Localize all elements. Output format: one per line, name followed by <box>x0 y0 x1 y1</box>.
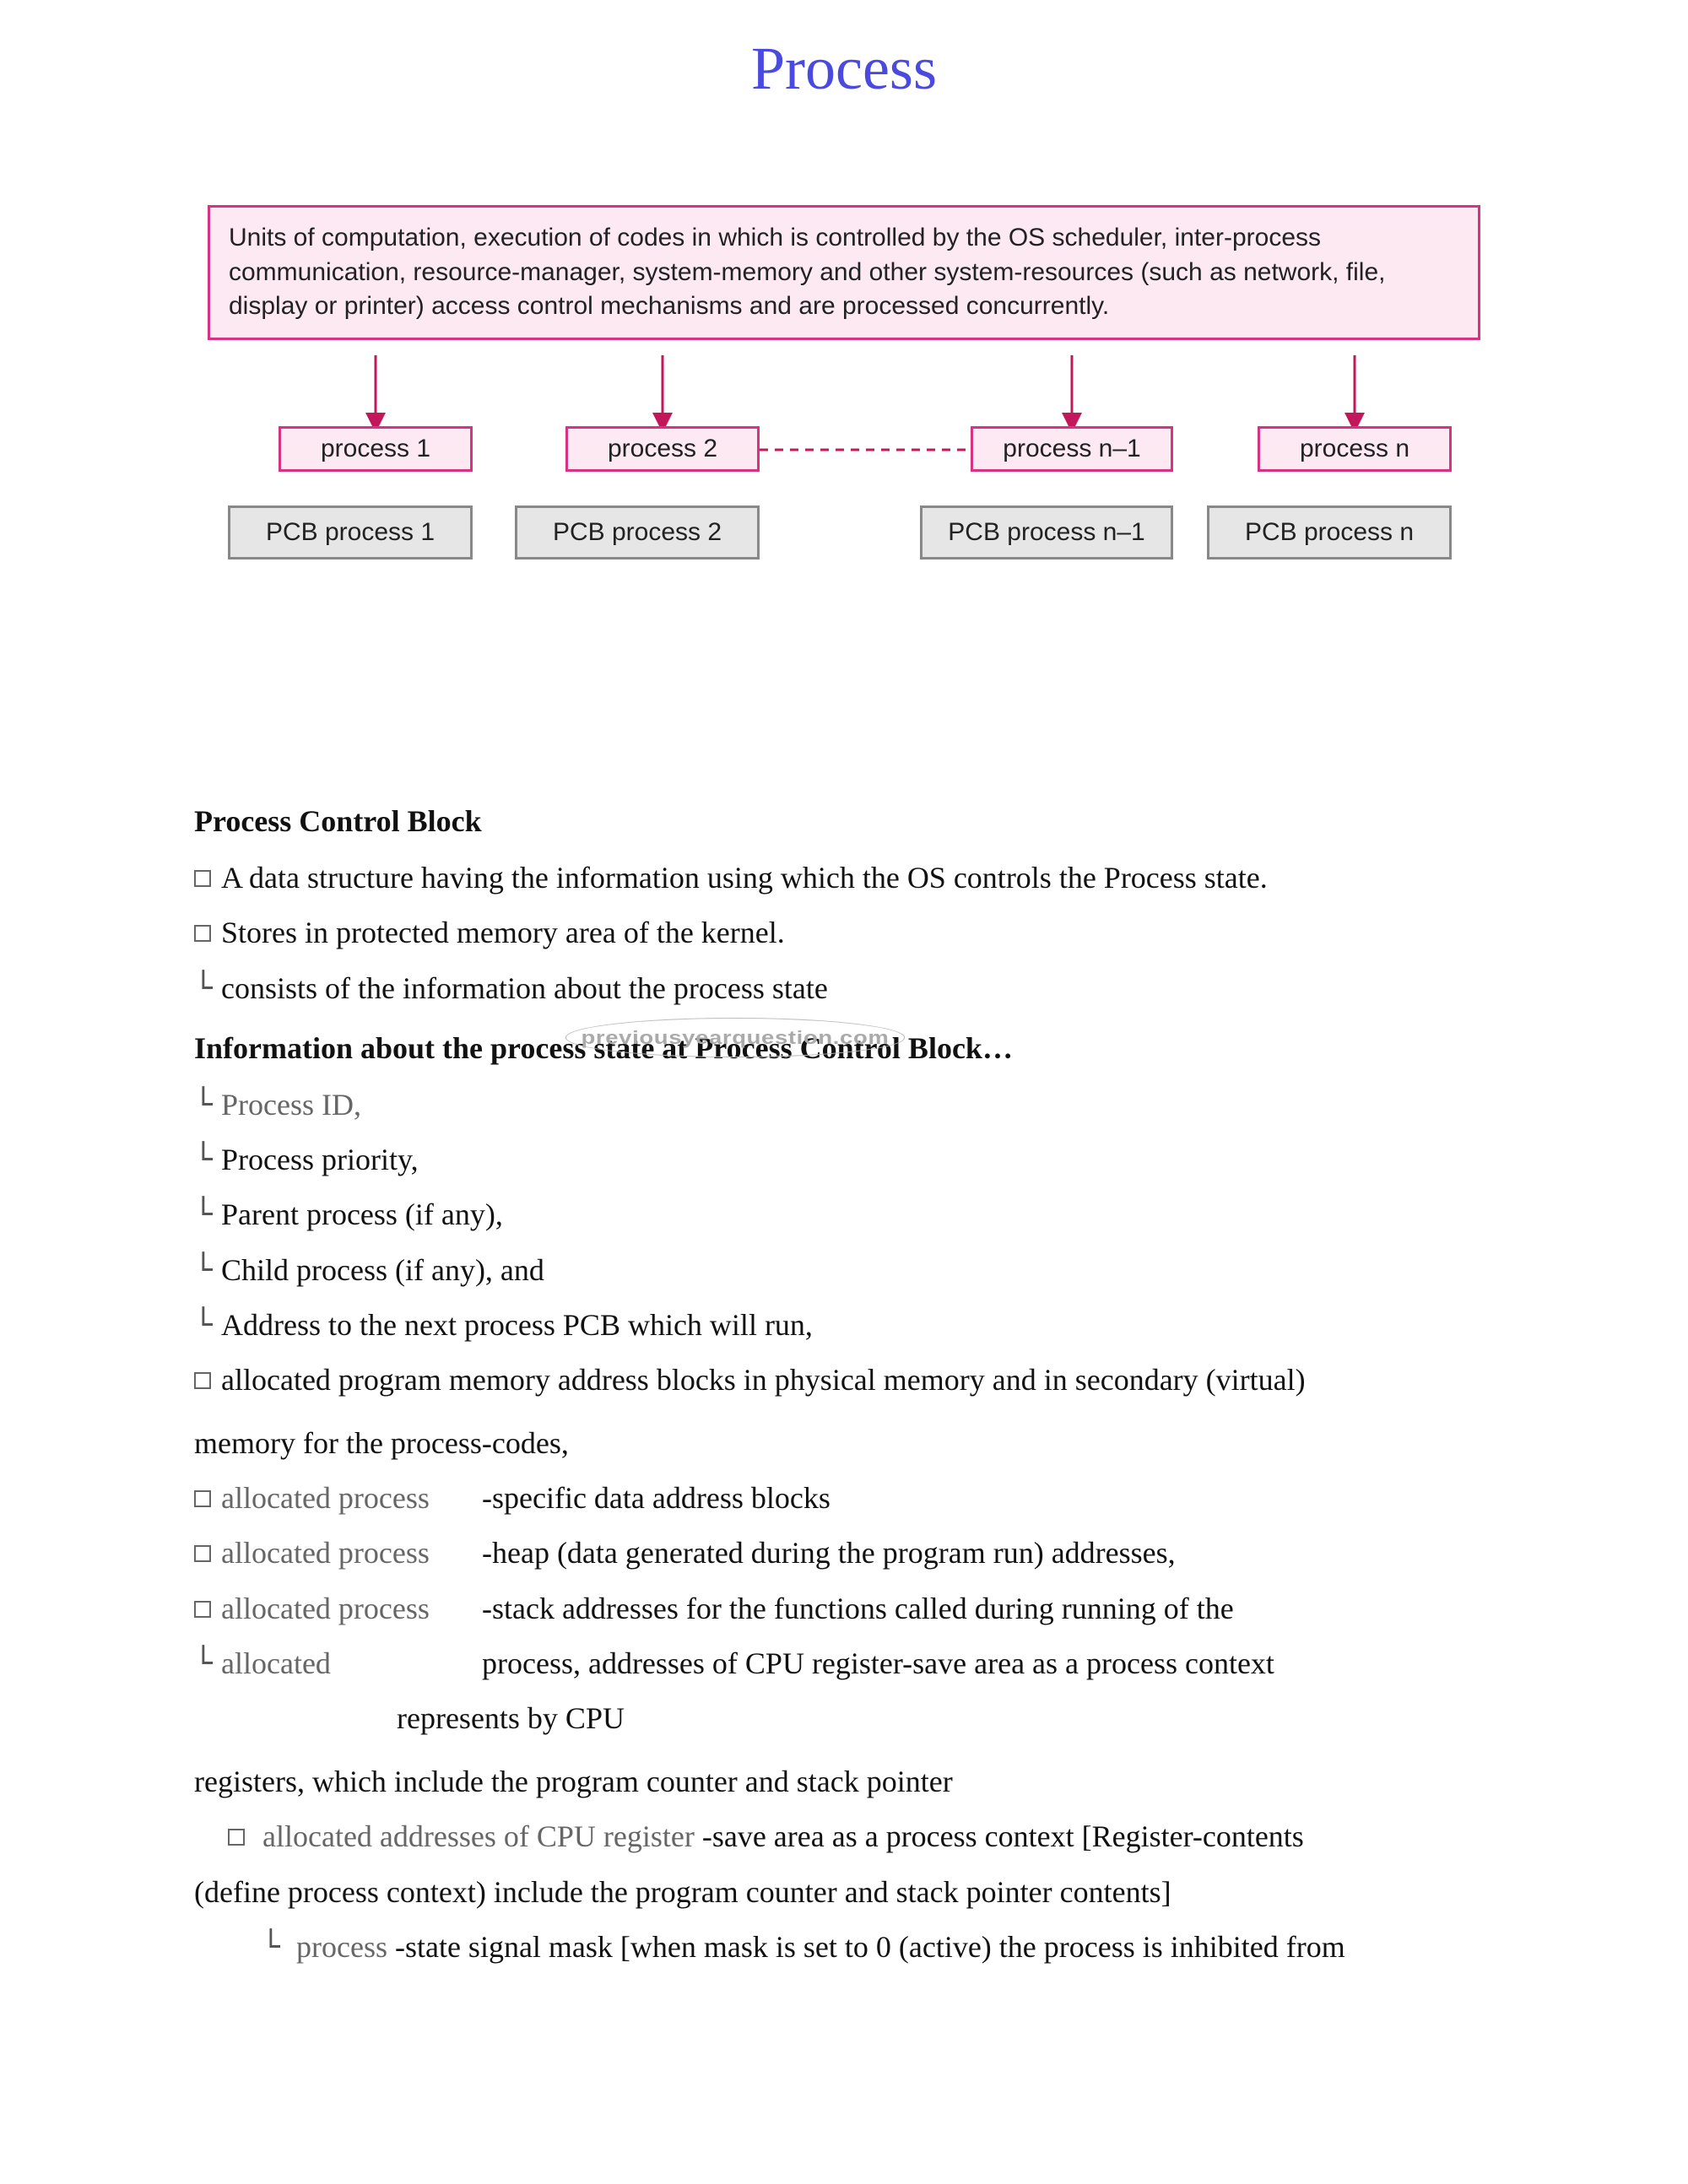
content-body: Process Control Block A data structure h… <box>194 796 1494 1973</box>
list-item: allocated process -stack addresses for t… <box>194 1583 1494 1635</box>
list-item: └Process ID, <box>194 1079 1494 1131</box>
bullet-icon: └ <box>194 1300 211 1351</box>
process-box: process 2 <box>565 426 760 472</box>
bullet-icon: └ <box>194 1079 211 1131</box>
bullet-icon <box>194 870 211 887</box>
list-item: allocated process -heap (data generated … <box>194 1527 1494 1579</box>
process-box: process n <box>1258 426 1452 472</box>
list-item: └Child process (if any), and <box>194 1245 1494 1296</box>
bullet-icon <box>194 925 211 942</box>
text-line: represents by CPU <box>194 1693 1494 1744</box>
bullet-icon <box>194 1490 211 1507</box>
text-line: registers, which include the program cou… <box>194 1756 1494 1808</box>
list-item: └Process priority, <box>194 1134 1494 1186</box>
list-item: Stores in protected memory area of the k… <box>194 907 1494 959</box>
process-box: process n–1 <box>971 426 1173 472</box>
bullet-icon: └ <box>262 1922 279 1973</box>
bullet-icon: └ <box>194 1189 211 1241</box>
pcb-box: PCB process n–1 <box>920 505 1173 560</box>
bullet-icon: └ <box>194 963 211 1014</box>
text-line: memory for the process-codes, <box>194 1418 1494 1469</box>
info-heading: Information about the process state at P… <box>194 1023 1494 1074</box>
list-item: allocated process -specific data address… <box>194 1473 1494 1524</box>
process-box: process 1 <box>279 426 473 472</box>
text-line: (define process context) include the pro… <box>194 1867 1494 1918</box>
text-line: allocated addresses of CPU register -sav… <box>194 1811 1494 1862</box>
pcb-box: PCB process n <box>1207 505 1452 560</box>
list-item: └consists of the information about the p… <box>194 963 1494 1014</box>
bullet-icon: └ <box>194 1638 211 1689</box>
bullet-icon <box>228 1829 245 1846</box>
bullet-icon <box>194 1372 211 1389</box>
definition-box: Units of computation, execution of codes… <box>208 205 1480 340</box>
page-title: Process <box>0 34 1688 104</box>
pcb-heading: Process Control Block <box>194 796 1494 847</box>
bullet-icon: └ <box>194 1245 211 1296</box>
bullet-icon <box>194 1601 211 1618</box>
list-item: └allocated process, addresses of CPU reg… <box>194 1638 1494 1689</box>
list-item: └Address to the next process PCB which w… <box>194 1300 1494 1351</box>
bullet-icon: └ <box>194 1134 211 1186</box>
list-item: └Parent process (if any), <box>194 1189 1494 1241</box>
text-line: └ process -state signal mask [when mask … <box>194 1922 1494 1973</box>
bullet-icon <box>194 1545 211 1562</box>
pcb-box: PCB process 2 <box>515 505 760 560</box>
process-diagram: Units of computation, execution of codes… <box>194 205 1494 593</box>
list-item: A data structure having the information … <box>194 852 1494 904</box>
pcb-box: PCB process 1 <box>228 505 473 560</box>
list-item: allocated program memory address blocks … <box>194 1354 1494 1406</box>
